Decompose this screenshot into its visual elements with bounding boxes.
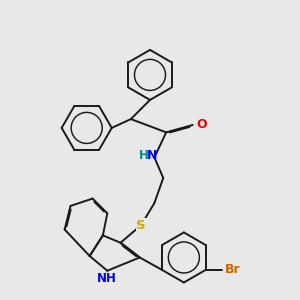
Text: Br: Br bbox=[225, 263, 240, 277]
Text: S: S bbox=[136, 219, 146, 232]
Text: NH: NH bbox=[98, 272, 117, 286]
Text: N: N bbox=[147, 149, 157, 162]
Text: H: H bbox=[139, 149, 149, 162]
Text: O: O bbox=[196, 118, 207, 131]
